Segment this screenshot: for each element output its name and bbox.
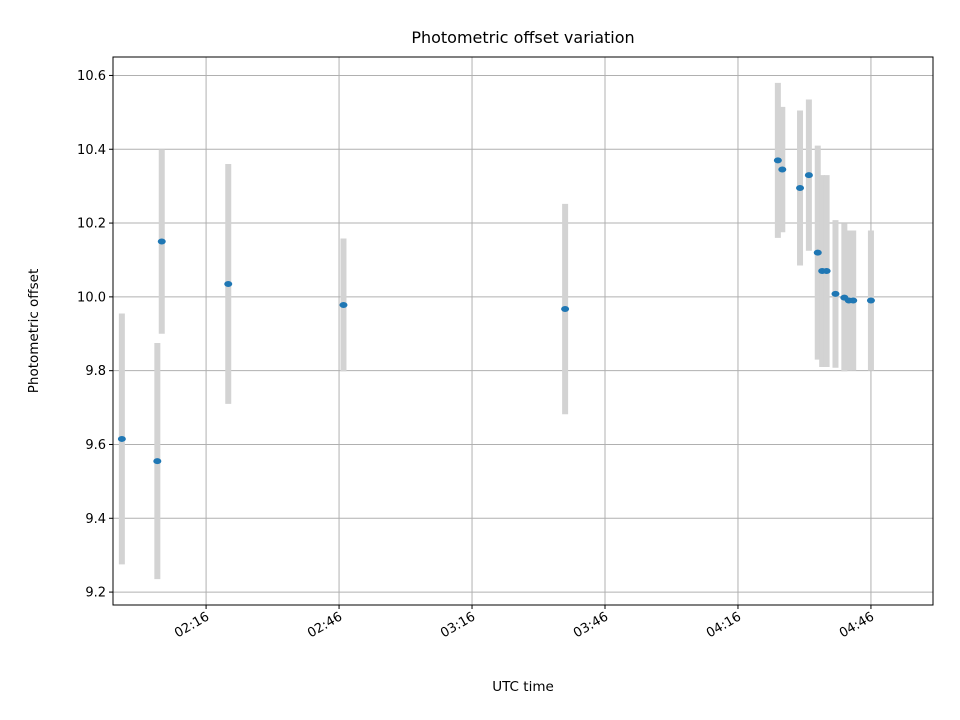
- data-point: [822, 268, 831, 275]
- data-point: [339, 301, 348, 308]
- y-tick-label: 9.2: [85, 586, 106, 601]
- data-point: [157, 238, 166, 245]
- data-point: [117, 435, 126, 442]
- data-point: [561, 306, 570, 313]
- y-tick-label: 9.4: [85, 512, 106, 527]
- y-tick-label: 10.4: [77, 143, 106, 158]
- x-axis-label: UTC time: [492, 679, 554, 695]
- data-point: [153, 458, 162, 465]
- data-point: [849, 297, 858, 304]
- data-point: [831, 290, 840, 297]
- data-point: [796, 185, 805, 192]
- data-point: [804, 172, 813, 179]
- data-point: [773, 157, 782, 164]
- y-tick-label: 10.2: [77, 217, 106, 232]
- chart-title: Photometric offset variation: [411, 28, 634, 47]
- data-point: [778, 166, 787, 173]
- point-layer: [117, 157, 875, 465]
- data-point: [866, 297, 875, 304]
- y-tick-label: 9.6: [85, 438, 106, 453]
- y-tick-label: 9.8: [85, 364, 106, 379]
- y-axis-label: Photometric offset: [26, 269, 42, 393]
- data-point: [813, 249, 822, 256]
- y-tick-label: 10.0: [77, 290, 106, 305]
- plot-frame: [112, 56, 934, 606]
- data-point: [224, 280, 233, 287]
- y-tick-label: 10.6: [77, 69, 106, 84]
